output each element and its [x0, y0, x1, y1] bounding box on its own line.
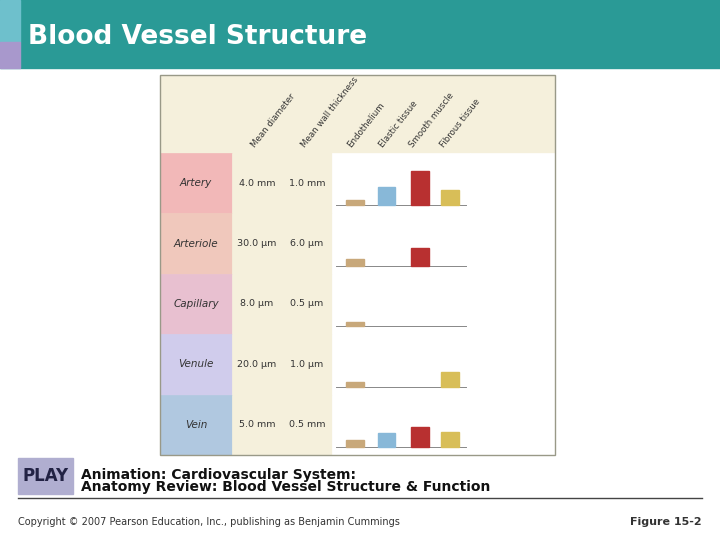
Bar: [160, 274, 232, 334]
Text: Copyright © 2007 Pearson Education, Inc., publishing as Benjamin Cummings: Copyright © 2007 Pearson Education, Inc.…: [18, 517, 400, 527]
Bar: [232, 213, 282, 274]
Text: 5.0 mm: 5.0 mm: [239, 420, 275, 429]
Text: Endothelium: Endothelium: [346, 100, 387, 149]
Text: Anatomy Review: Blood Vessel Structure & Function: Anatomy Review: Blood Vessel Structure &…: [81, 480, 490, 494]
Bar: [282, 153, 332, 213]
Bar: [346, 259, 364, 266]
Bar: [410, 427, 428, 447]
Bar: [470, 213, 555, 274]
Text: 6.0 μm: 6.0 μm: [290, 239, 323, 248]
Bar: [332, 153, 470, 213]
Bar: [346, 200, 364, 205]
Bar: [0, 0, 720, 68]
Bar: [441, 190, 459, 205]
Bar: [441, 372, 459, 387]
Text: Arteriole: Arteriole: [174, 239, 218, 248]
Bar: [160, 334, 232, 395]
Bar: [0, 0, 20, 42]
Bar: [377, 187, 395, 205]
Bar: [282, 334, 332, 395]
Bar: [232, 274, 282, 334]
Bar: [470, 153, 555, 213]
Text: 4.0 mm: 4.0 mm: [239, 179, 275, 188]
Bar: [410, 247, 428, 266]
Bar: [282, 395, 332, 455]
Bar: [470, 274, 555, 334]
Bar: [377, 433, 395, 447]
Text: Venule: Venule: [179, 360, 214, 369]
Bar: [346, 382, 364, 387]
Bar: [441, 432, 459, 447]
Bar: [332, 395, 470, 455]
Text: Elastic tissue: Elastic tissue: [377, 99, 420, 149]
Bar: [232, 153, 282, 213]
Text: 1.0 mm: 1.0 mm: [289, 179, 325, 188]
Text: Animation: Cardiovascular System:: Animation: Cardiovascular System:: [81, 468, 356, 482]
Bar: [332, 213, 470, 274]
Text: 20.0 μm: 20.0 μm: [238, 360, 276, 369]
Text: Smooth muscle: Smooth muscle: [408, 91, 456, 149]
Text: Fibrous tissue: Fibrous tissue: [438, 97, 482, 149]
Text: 0.5 μm: 0.5 μm: [290, 300, 323, 308]
Bar: [470, 334, 555, 395]
Text: Mean wall thickness: Mean wall thickness: [300, 75, 360, 149]
Text: 0.5 mm: 0.5 mm: [289, 420, 325, 429]
Bar: [232, 334, 282, 395]
Bar: [160, 75, 555, 153]
Bar: [160, 395, 232, 455]
Bar: [332, 274, 470, 334]
Text: Capillary: Capillary: [174, 299, 219, 309]
Bar: [0, 42, 20, 68]
Bar: [160, 153, 232, 213]
Bar: [282, 213, 332, 274]
Text: Blood Vessel Structure: Blood Vessel Structure: [28, 24, 367, 50]
Text: 30.0 μm: 30.0 μm: [238, 239, 276, 248]
Text: 8.0 μm: 8.0 μm: [240, 300, 274, 308]
Text: 1.0 μm: 1.0 μm: [290, 360, 323, 369]
Bar: [346, 322, 364, 326]
Bar: [18, 458, 73, 494]
Text: Mean diameter: Mean diameter: [250, 92, 297, 149]
Bar: [410, 171, 428, 205]
Text: Artery: Artery: [180, 178, 212, 188]
Bar: [332, 334, 470, 395]
Text: Figure 15-2: Figure 15-2: [631, 517, 702, 527]
Bar: [232, 395, 282, 455]
Text: Vein: Vein: [185, 420, 207, 430]
Text: PLAY: PLAY: [22, 467, 68, 485]
Bar: [160, 75, 555, 455]
Bar: [470, 395, 555, 455]
Bar: [346, 440, 364, 447]
Bar: [160, 213, 232, 274]
Bar: [282, 274, 332, 334]
